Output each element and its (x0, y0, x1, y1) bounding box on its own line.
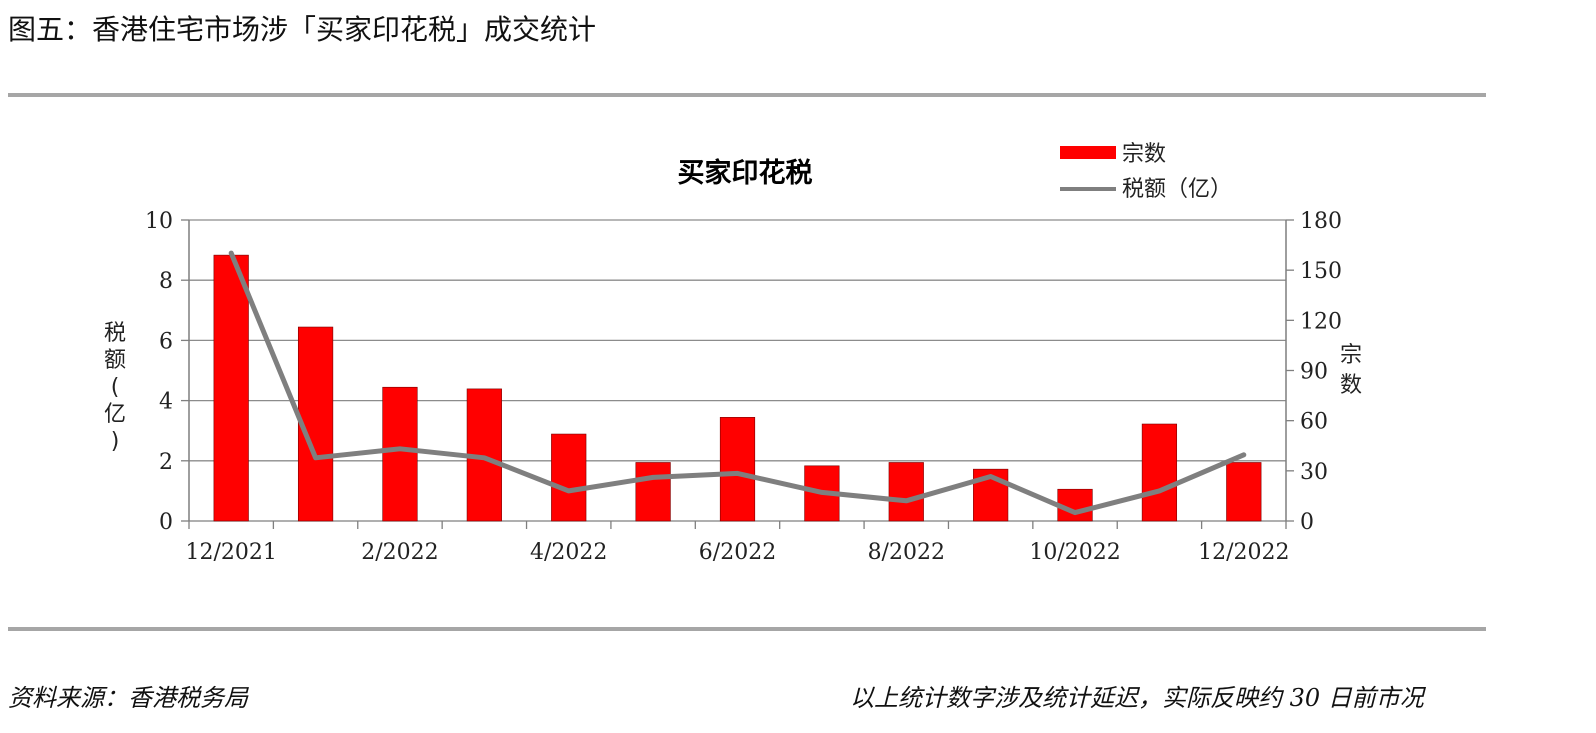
right-tick-label: 0 (1300, 510, 1314, 535)
x-tick-label: 12/2021 (185, 540, 276, 565)
legend-label-amount: 税额（亿） (1122, 177, 1232, 202)
x-tick-label: 10/2022 (1029, 540, 1120, 565)
bar (551, 433, 587, 522)
line-series (228, 250, 1247, 516)
right-tick-label: 180 (1300, 209, 1342, 234)
bar-series (213, 254, 1262, 522)
bar (1226, 462, 1262, 522)
left-tick-label: 2 (159, 450, 173, 475)
data-remark: 以上统计数字涉及统计延迟，实际反映约 30 日前市况 (850, 684, 1424, 712)
x-tick-label: 8/2022 (868, 540, 945, 565)
x-tick-label: 4/2022 (530, 540, 607, 565)
x-tick-label: 6/2022 (699, 540, 776, 565)
left-axis-title-char: ) (111, 429, 120, 454)
left-tick-label: 0 (159, 510, 173, 535)
bar (1141, 423, 1178, 522)
right-tick-label: 90 (1300, 360, 1328, 385)
bar (297, 326, 334, 522)
source-note: 资料来源：香港税务局 (8, 684, 248, 712)
top-divider (8, 93, 1486, 97)
buyer-stamp-duty-chart: 买家印花税 宗数 税额（亿） 0 2 4 6 8 10 0 30 60 90 120 150 180 12… (104, 142, 1362, 565)
legend-bar-swatch (1060, 146, 1116, 159)
bar (719, 417, 756, 522)
right-axis-title-char: 宗 (1340, 343, 1362, 368)
bottom-divider (8, 627, 1486, 631)
axes (181, 219, 1294, 529)
right-tick-label: 60 (1300, 410, 1328, 435)
left-axis-title-char: ( (111, 375, 120, 400)
chart-title: 买家印花税 (678, 157, 813, 189)
left-axis-title-char: 亿 (104, 402, 126, 427)
left-axis-title-char: 税 (104, 321, 126, 346)
bar (635, 462, 671, 522)
figure-title: 图五：香港住宅市场涉「买家印花税」成交统计 (8, 13, 597, 46)
left-axis-title-char: 额 (104, 348, 126, 373)
right-tick-label: 120 (1300, 309, 1342, 334)
left-tick-label: 8 (159, 269, 173, 294)
legend-label-count: 宗数 (1122, 142, 1166, 167)
bar (888, 462, 924, 522)
left-tick-label: 4 (159, 390, 173, 415)
x-tick-label: 2/2022 (361, 540, 438, 565)
left-tick-label: 6 (159, 329, 173, 354)
bar (213, 254, 249, 522)
left-tick-label: 10 (145, 209, 173, 234)
bar (382, 386, 418, 522)
right-axis-title-char: 数 (1340, 373, 1362, 398)
axis-titles: 税额(亿) 宗数 (104, 321, 1362, 454)
right-tick-label: 150 (1300, 259, 1342, 284)
x-tick-label: 12/2022 (1198, 540, 1289, 565)
amount-line (228, 250, 1247, 516)
right-tick-label: 30 (1300, 460, 1328, 485)
tick-labels: 0 2 4 6 8 10 0 30 60 90 120 150 180 12/2021 2/2022 4/20… (145, 209, 1342, 565)
